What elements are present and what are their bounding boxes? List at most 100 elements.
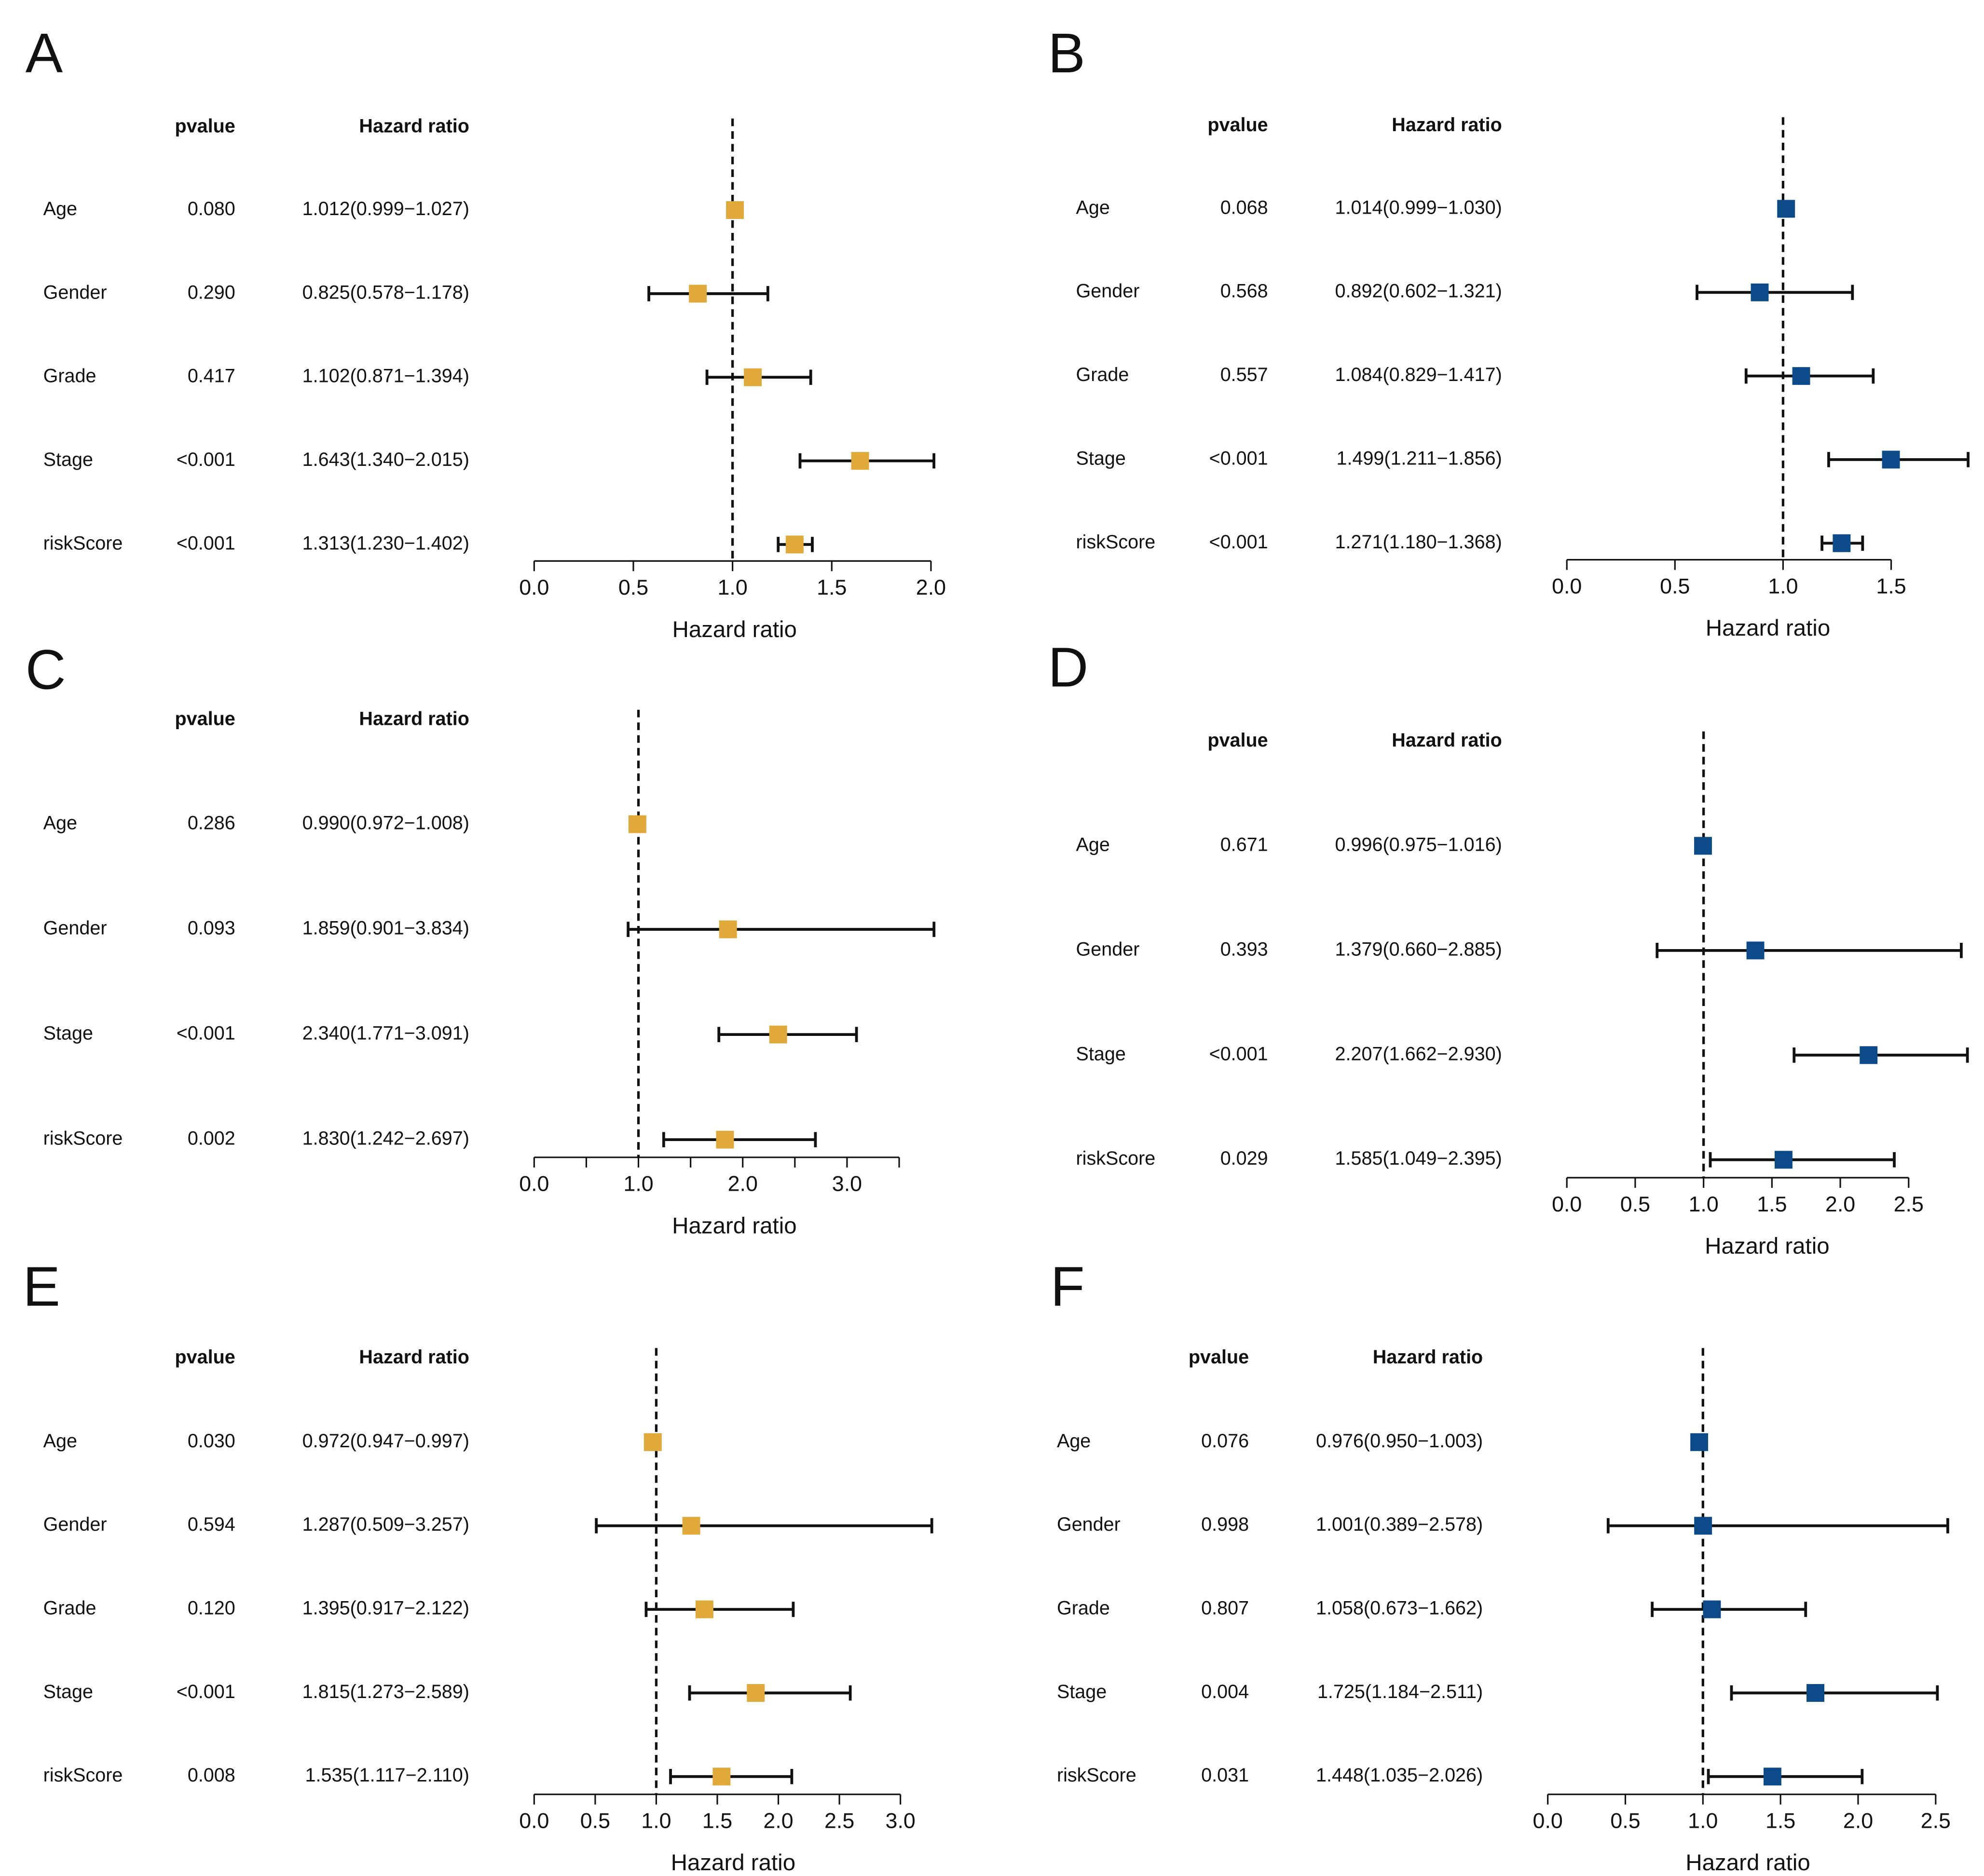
pvalue: 0.120 — [188, 1598, 235, 1619]
pvalue: <0.001 — [177, 532, 235, 554]
x-tick-label: 0.5 — [1610, 1809, 1640, 1833]
hazard-ratio-point — [1746, 941, 1765, 960]
x-tick-label: 1.5 — [702, 1809, 732, 1833]
x-tick-label: 2.5 — [824, 1809, 854, 1833]
x-tick-label: 1.5 — [1757, 1192, 1787, 1216]
column-header: Hazard ratio — [1392, 114, 1502, 136]
pvalue: <0.001 — [1209, 1043, 1268, 1064]
x-tick-label: 0.0 — [1552, 1192, 1582, 1216]
hazard-ratio-text: 1.535(1.117−2.110) — [305, 1765, 469, 1786]
pvalue: 0.008 — [188, 1765, 235, 1786]
hazard-ratio-text: 0.976(0.950−1.003) — [1316, 1430, 1483, 1452]
panel-label: A — [26, 22, 63, 84]
hazard-ratio-point — [716, 1130, 734, 1149]
hazard-ratio-text: 1.014(0.999−1.030) — [1335, 197, 1502, 218]
x-tick-label: 2.0 — [1825, 1192, 1855, 1216]
row-label: Stage — [43, 1681, 93, 1702]
pvalue: 0.393 — [1220, 938, 1268, 960]
pvalue: 0.080 — [188, 198, 235, 219]
pvalue: 0.290 — [188, 282, 235, 303]
hazard-ratio-text: 1.058(0.673−1.662) — [1316, 1598, 1483, 1619]
hazard-ratio-text: 1.859(0.901−3.834) — [302, 918, 469, 939]
column-header: Hazard ratio — [359, 116, 469, 137]
pvalue: 0.004 — [1201, 1681, 1249, 1702]
row-label: Stage — [43, 449, 93, 470]
x-tick-label: 0.5 — [1620, 1192, 1650, 1216]
pvalue: 0.093 — [188, 918, 235, 939]
row-label: Stage — [1076, 448, 1126, 469]
pvalue: 0.031 — [1201, 1765, 1249, 1786]
x-axis-label: Hazard ratio — [672, 617, 797, 642]
pvalue: 0.671 — [1220, 834, 1268, 855]
pvalue: 0.807 — [1201, 1598, 1249, 1619]
panel-label: B — [1048, 22, 1085, 84]
row-label: Age — [43, 1430, 77, 1452]
hazard-ratio-point — [628, 815, 646, 833]
row-label: riskScore — [1057, 1765, 1136, 1786]
hazard-ratio-text: 1.102(0.871−1.394) — [302, 366, 469, 387]
hazard-ratio-point — [695, 1600, 713, 1618]
hazard-ratio-point — [1694, 837, 1712, 855]
hazard-ratio-point — [719, 920, 737, 938]
panel-label: D — [1048, 636, 1089, 698]
x-tick-label: 1.0 — [717, 575, 747, 599]
x-tick-label: 1.5 — [1765, 1809, 1795, 1833]
row-label: riskScore — [1076, 531, 1156, 553]
pvalue: 0.068 — [1220, 197, 1268, 218]
pvalue: 0.286 — [188, 812, 235, 833]
pvalue: <0.001 — [177, 1681, 235, 1702]
hazard-ratio-point — [744, 368, 762, 386]
x-axis-label: Hazard ratio — [1705, 1234, 1829, 1259]
hazard-ratio-point — [851, 452, 869, 470]
row-label: Gender — [43, 918, 107, 939]
x-axis-label: Hazard ratio — [1685, 1850, 1810, 1876]
pvalue: <0.001 — [1209, 531, 1268, 553]
panel-label: F — [1051, 1255, 1085, 1318]
x-tick-label: 0.5 — [1660, 574, 1690, 598]
hazard-ratio-point — [1774, 1151, 1792, 1169]
hazard-ratio-point — [1703, 1600, 1721, 1618]
hazard-ratio-point — [1806, 1684, 1824, 1702]
row-label: Grade — [43, 1598, 96, 1619]
x-tick-label: 2.5 — [1894, 1192, 1924, 1216]
pvalue: 0.417 — [188, 366, 235, 387]
column-header: pvalue — [175, 116, 235, 137]
hazard-ratio-point — [785, 535, 804, 554]
row-label: riskScore — [1076, 1148, 1156, 1169]
hazard-ratio-text: 0.996(0.975−1.016) — [1335, 834, 1502, 855]
row-label: Gender — [1076, 281, 1140, 302]
row-label: Gender — [1057, 1514, 1121, 1535]
hazard-ratio-text: 0.892(0.602−1.321) — [1335, 281, 1502, 302]
row-label: Stage — [1076, 1043, 1126, 1064]
pvalue: 0.030 — [188, 1430, 235, 1452]
x-tick-label: 2.0 — [916, 575, 946, 599]
hazard-ratio-text: 1.287(0.509−3.257) — [302, 1514, 469, 1535]
hazard-ratio-point — [1833, 534, 1851, 552]
column-header: pvalue — [1207, 114, 1268, 136]
x-tick-label: 1.0 — [1688, 1809, 1718, 1833]
hazard-ratio-text: 1.499(1.211−1.856) — [1336, 448, 1502, 469]
x-tick-label: 0.0 — [519, 1809, 549, 1833]
hazard-ratio-point — [1690, 1433, 1709, 1451]
hazard-ratio-text: 1.084(0.829−1.417) — [1335, 364, 1502, 385]
column-header: pvalue — [175, 708, 235, 729]
row-label: Grade — [1057, 1598, 1110, 1619]
x-tick-label: 2.0 — [763, 1809, 793, 1833]
column-header: pvalue — [175, 1346, 235, 1368]
x-tick-label: 1.0 — [623, 1172, 653, 1196]
x-tick-label: 1.0 — [1768, 574, 1798, 598]
hazard-ratio-text: 1.379(0.660−2.885) — [1335, 938, 1502, 960]
hazard-ratio-text: 1.395(0.917−2.122) — [302, 1598, 469, 1619]
hazard-ratio-text: 2.207(1.662−2.930) — [1335, 1043, 1502, 1064]
x-tick-label: 3.0 — [832, 1172, 862, 1196]
pvalue: 0.029 — [1220, 1148, 1268, 1169]
x-tick-label: 0.5 — [618, 575, 648, 599]
row-label: Stage — [1057, 1681, 1107, 1702]
pvalue: <0.001 — [177, 1023, 235, 1044]
hazard-ratio-text: 1.313(1.230−1.402) — [302, 532, 469, 554]
x-tick-label: 1.0 — [1688, 1192, 1718, 1216]
hazard-ratio-text: 1.012(0.999−1.027) — [302, 198, 469, 219]
hazard-ratio-point — [1694, 1517, 1712, 1535]
column-header: Hazard ratio — [359, 1346, 469, 1368]
